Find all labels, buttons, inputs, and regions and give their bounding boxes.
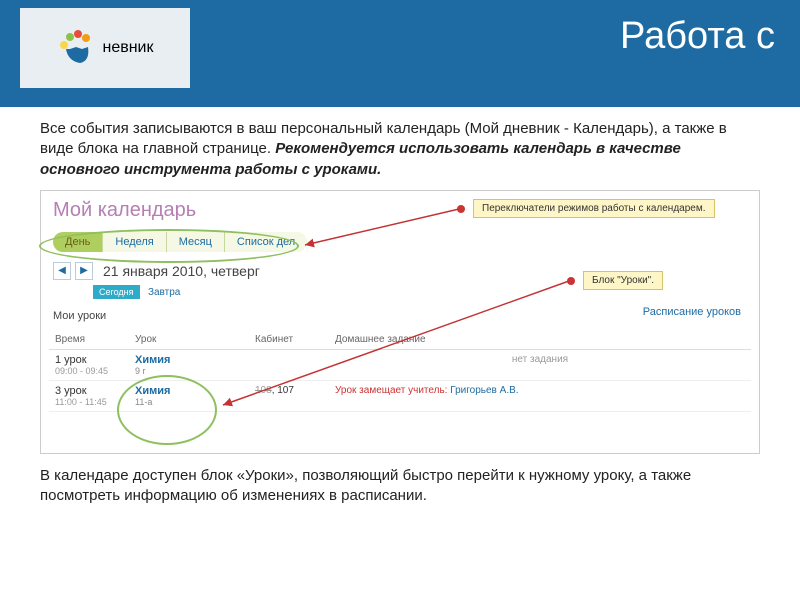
class-label: 9 г xyxy=(135,366,243,376)
prev-button[interactable]: ◀ xyxy=(53,262,71,280)
callout-dot xyxy=(567,277,575,285)
tab-day[interactable]: День xyxy=(53,232,103,252)
callout-dot xyxy=(457,205,465,213)
table-row: 1 урок09:00 - 09:45 Химия9 г нет задания xyxy=(49,349,751,380)
intro-text: Все события записываются в ваш персональ… xyxy=(40,119,760,180)
table-row: 3 урок11:00 - 11:45 Химия11-а 108, 107 У… xyxy=(49,380,751,411)
homework: нет задания xyxy=(329,349,751,380)
lesson-time: 09:00 - 09:45 xyxy=(55,366,123,376)
substitution-note: Урок замещает учитель: xyxy=(335,385,450,396)
view-tabs: День Неделя Месяц Список дел xyxy=(53,232,307,252)
th-lesson: Урок xyxy=(129,330,249,350)
tab-month[interactable]: Месяц xyxy=(167,232,225,252)
page-title: Работа с xyxy=(620,15,775,58)
outro-text: В календаре доступен блок «Уроки», позво… xyxy=(40,466,760,507)
th-hw: Домашнее задание xyxy=(329,330,751,350)
hand-icon xyxy=(56,27,98,69)
room-new: , 107 xyxy=(272,385,294,396)
today-badge[interactable]: Сегодня xyxy=(93,285,140,299)
my-lessons-label: Мои уроки xyxy=(53,310,106,322)
lesson-number: 3 урок xyxy=(55,385,123,397)
teacher-link[interactable]: Григорьев А.В. xyxy=(450,385,518,396)
callout-lessons: Блок "Уроки". xyxy=(583,271,663,290)
next-button[interactable]: ▶ xyxy=(75,262,93,280)
content: Все события записываются в ваш персональ… xyxy=(0,107,800,514)
slide-header: невник Работа с xyxy=(0,0,800,107)
tab-todo[interactable]: Список дел xyxy=(225,232,307,252)
tab-week[interactable]: Неделя xyxy=(103,232,166,252)
schedule-link[interactable]: Расписание уроков xyxy=(643,306,741,318)
room-old: 108 xyxy=(255,385,272,396)
logo: невник xyxy=(56,27,153,69)
callout-tabs: Переключатели режимов работы с календаре… xyxy=(473,199,715,218)
lesson-time: 11:00 - 11:45 xyxy=(55,397,123,407)
class-label: 11-а xyxy=(135,397,243,407)
logo-box: невник xyxy=(20,8,190,88)
logo-text: невник xyxy=(102,39,153,57)
th-time: Время xyxy=(49,330,129,350)
current-date: 21 января 2010, четверг xyxy=(103,263,260,279)
tomorrow-link[interactable]: Завтра xyxy=(148,287,180,298)
subject-link[interactable]: Химия xyxy=(135,354,243,366)
subject-link[interactable]: Химия xyxy=(135,385,243,397)
th-room: Кабинет xyxy=(249,330,329,350)
lesson-number: 1 урок xyxy=(55,354,123,366)
calendar-screenshot: Мой календарь День Неделя Месяц Список д… xyxy=(40,190,760,454)
lessons-table: Время Урок Кабинет Домашнее задание 1 ур… xyxy=(49,330,751,412)
